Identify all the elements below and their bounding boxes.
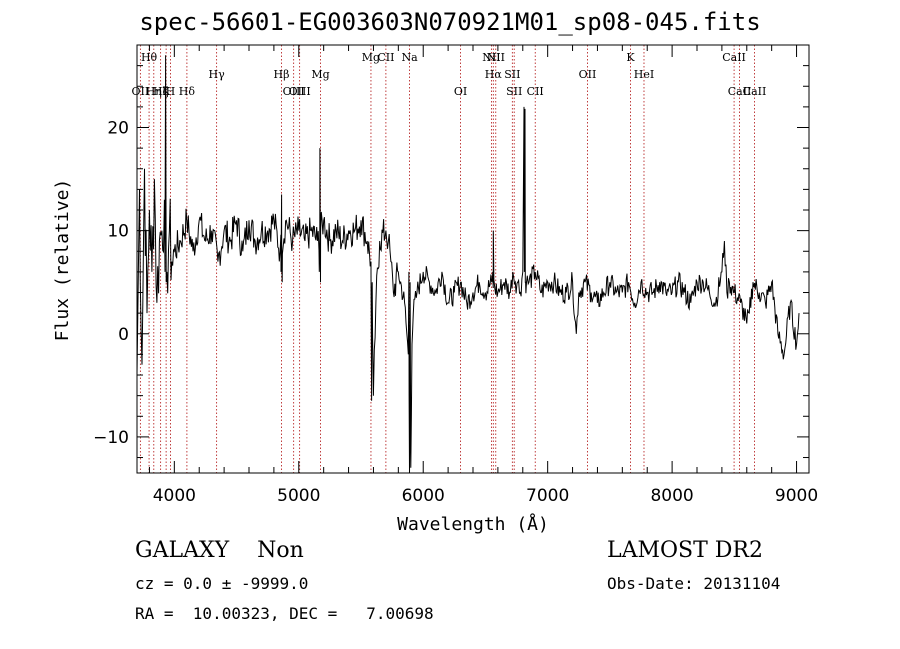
line-marker-label: SII (506, 85, 522, 98)
line-marker-group (139, 45, 755, 473)
line-marker-label: OIII (283, 85, 305, 98)
coordinates-readout: RA = 10.00323, DEC = 7.00698 (135, 604, 434, 623)
line-marker-label: NII (487, 51, 505, 64)
line-marker-label: SII (504, 68, 520, 81)
line-marker-label: CaII (722, 51, 746, 64)
line-marker-label: Hη (146, 85, 162, 98)
line-marker-label: OIII (289, 85, 311, 98)
line-marker-label: CaII (743, 85, 767, 98)
x-tick-label: 6000 (402, 486, 445, 506)
line-marker-label: Na (401, 51, 418, 64)
line-marker-label: CII (527, 85, 544, 98)
spectrum-line (136, 55, 800, 474)
line-marker-label: H (166, 85, 176, 98)
y-axis-label: Flux (relative) (52, 179, 73, 342)
line-marker-label: OII (132, 85, 150, 98)
y-tick-label: 10 (107, 222, 129, 242)
axis-tick-group: 4000 5000 6000 7000 8000 9000 −10 0 10 20 (93, 45, 818, 506)
object-class: GALAXY Non (135, 538, 304, 563)
x-tick-label: 8000 (650, 486, 693, 506)
line-marker-label: Hζ (153, 85, 169, 98)
line-marker-label: CaII (728, 85, 752, 98)
line-marker-label: Hβ (274, 68, 290, 81)
x-tick-label: 5000 (277, 486, 320, 506)
x-tick-label: 4000 (153, 486, 196, 506)
plot-frame (136, 44, 810, 474)
redshift-readout: cz = 0.0 ± -9999.0 (135, 574, 309, 593)
y-tick-label: −10 (93, 428, 129, 448)
x-tick-label: 7000 (526, 486, 569, 506)
line-marker-label: NII (482, 51, 500, 64)
line-marker-label: K (626, 51, 635, 64)
line-marker-label: Hθ (141, 51, 158, 64)
x-tick-label: 9000 (775, 486, 818, 506)
y-tick-label: 20 (107, 119, 129, 139)
y-tick-label: 0 (118, 325, 129, 345)
line-marker-label: Hγ (209, 68, 226, 81)
line-marker-label: OII (579, 68, 597, 81)
x-axis-label: Wavelength (Å) (397, 513, 549, 535)
line-marker-label: CII (377, 51, 394, 64)
line-marker-label: Hδ (179, 85, 196, 98)
line-marker-label: K (162, 85, 171, 98)
line-marker-label: HeI (634, 68, 654, 81)
observation-date: Obs-Date: 20131104 (607, 574, 781, 593)
line-marker-label: OI (454, 85, 467, 98)
chart-title: spec-56601-EG003603N070921M01_sp08-045.f… (139, 8, 761, 36)
survey-name: LAMOST DR2 (607, 538, 763, 563)
line-marker-label: Mg (311, 68, 329, 81)
line-marker-label: Mg (362, 51, 380, 64)
line-marker-label: Hα (485, 68, 503, 81)
